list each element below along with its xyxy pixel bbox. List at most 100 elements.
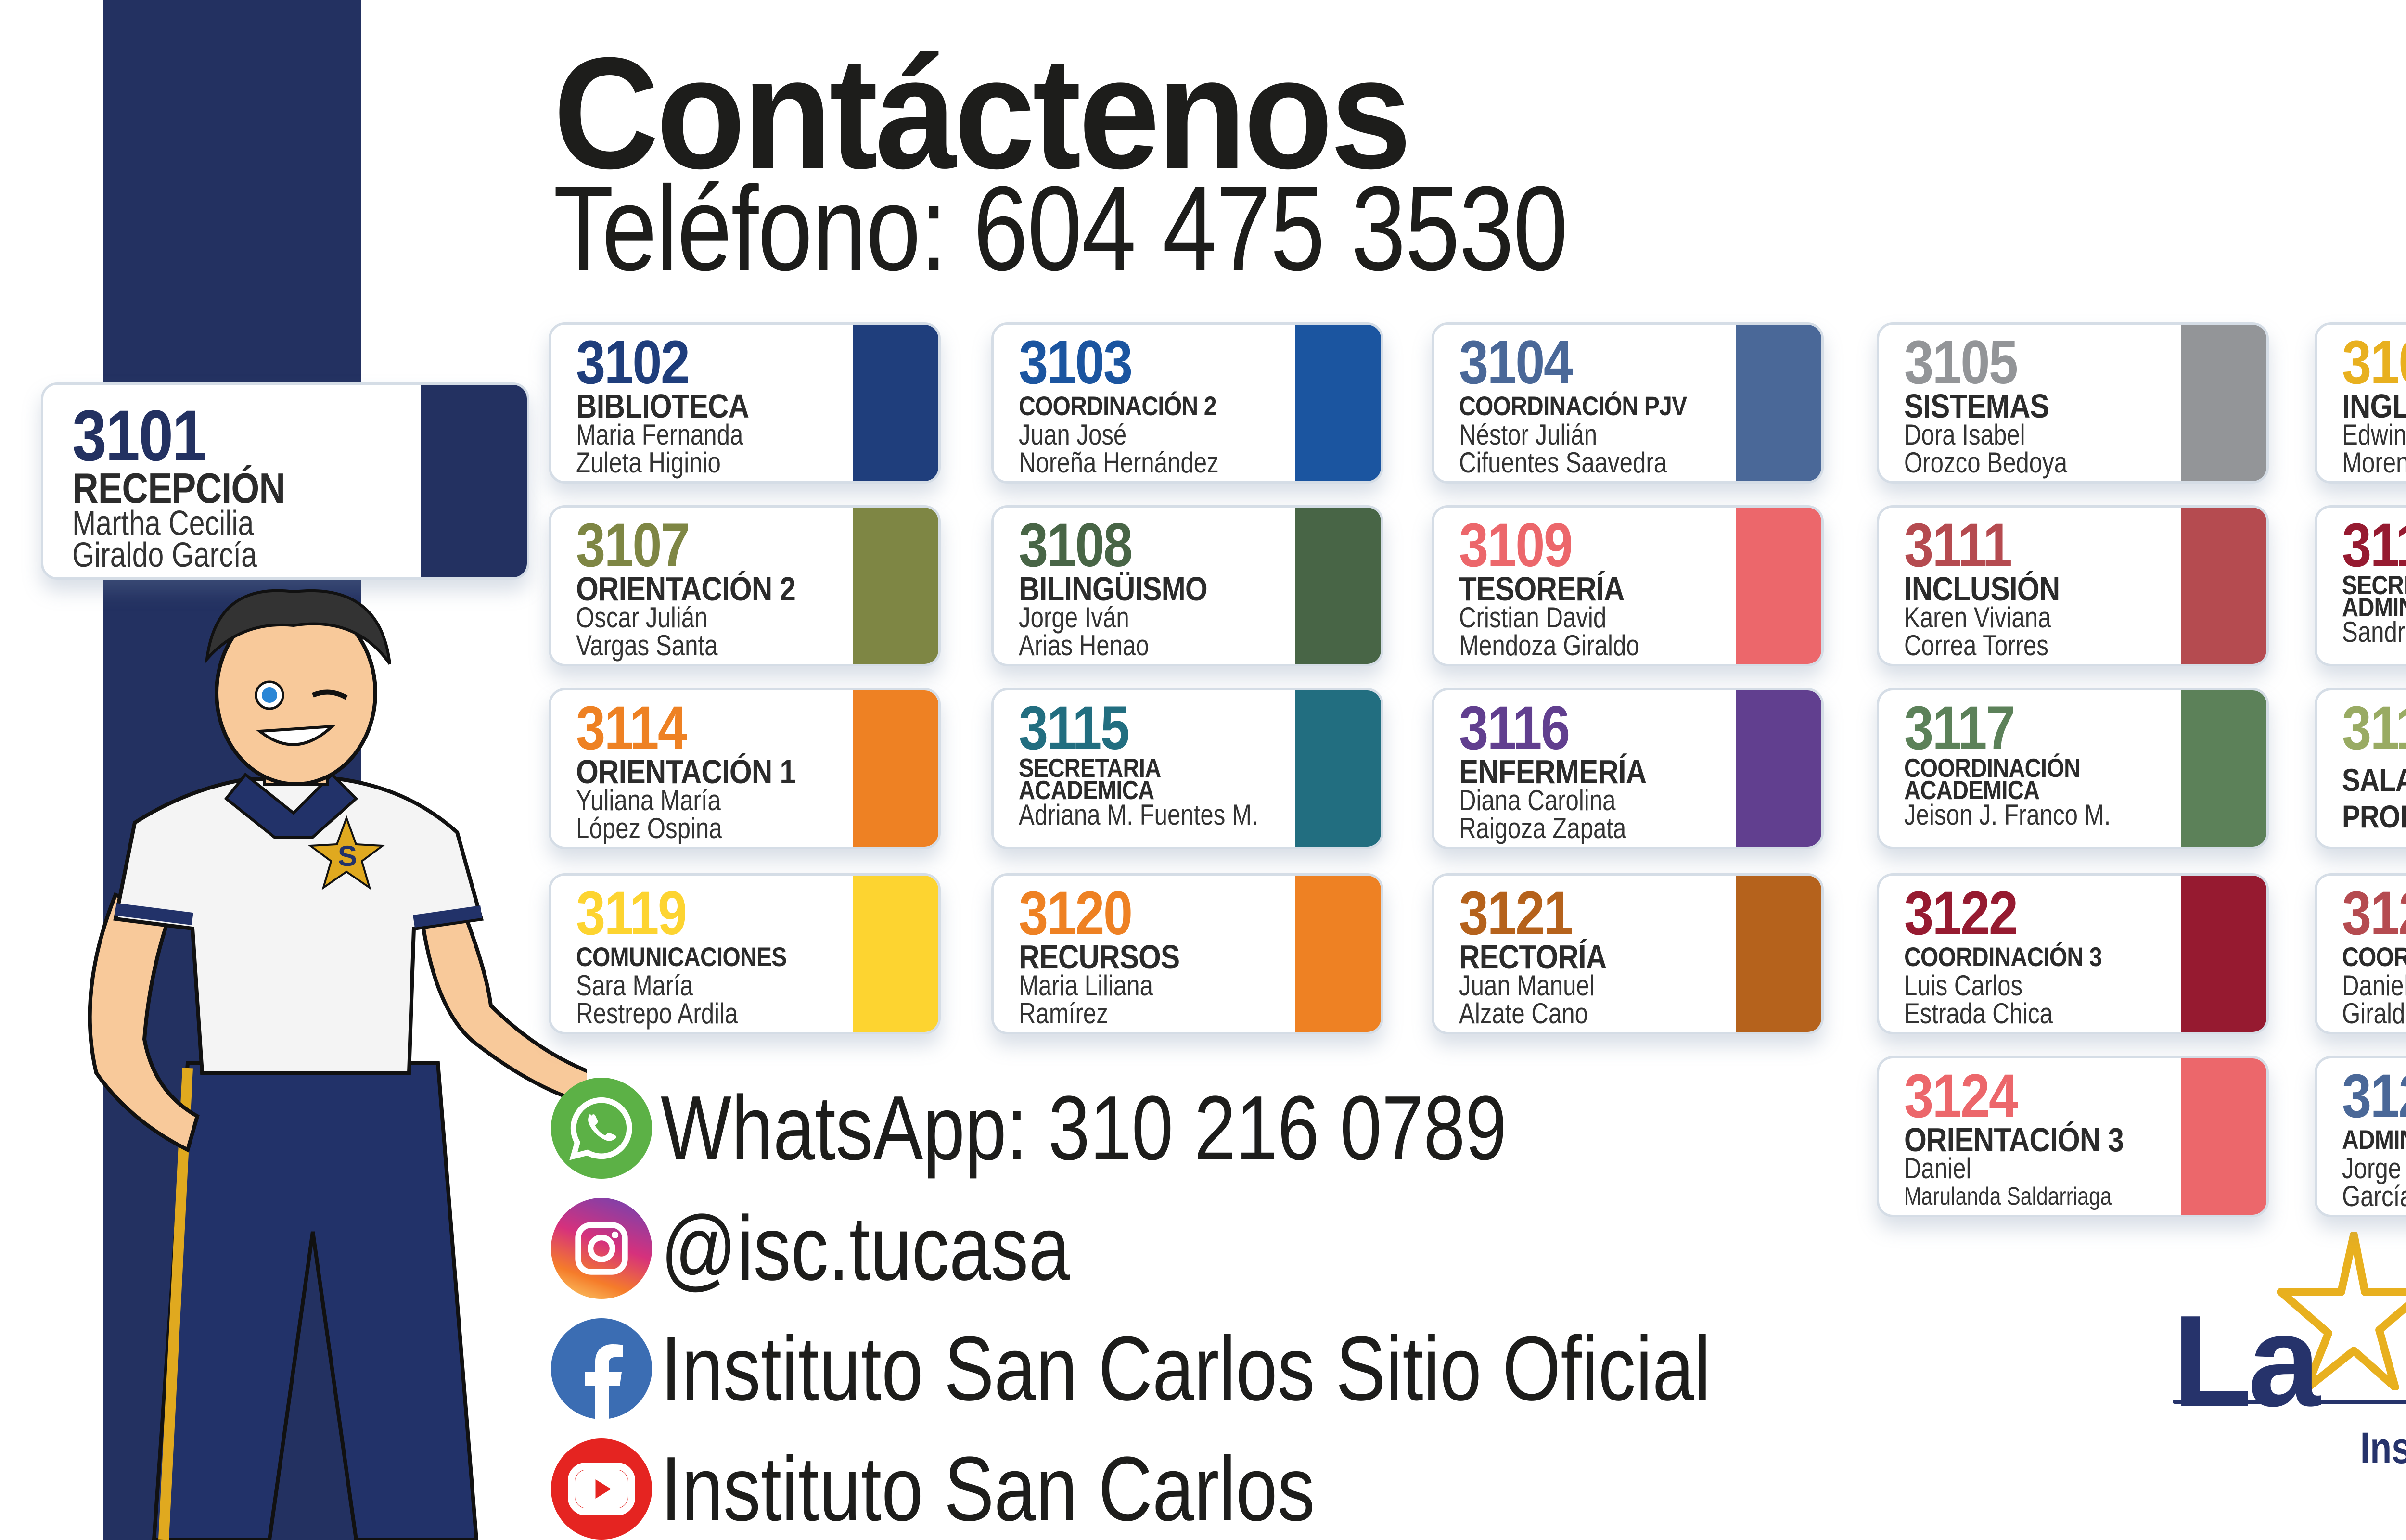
extension-card-3112: 3112SECRETARIAADMINISTRATIVASandra Milen… (2315, 505, 2406, 666)
contact-name: Jorge Iván (1019, 601, 1129, 634)
extension-number: 3111 (1904, 511, 2012, 580)
department-name: ORIENTACIÓN 2 (576, 570, 796, 608)
contact-surname: Alzate Cano (1459, 997, 1588, 1030)
card-text: 3124 ORIENTACIÓN 3 Daniel Marulanda Saldarr… (1904, 1062, 2170, 1211)
social-instagram[interactable]: @isc.tucasa (551, 1198, 1160, 1299)
color-bar (1295, 508, 1381, 664)
contact-surname: Mendoza Giraldo (1459, 629, 1639, 662)
card-text: 3120 RECURSOS Maria Liliana Ramírez (1019, 883, 1285, 1028)
color-bar (1736, 325, 1821, 481)
color-bar (1295, 325, 1381, 481)
contact-surname: Giraldo Usma (2342, 997, 2406, 1030)
extension-number: 3124 (1904, 1062, 2018, 1131)
social-facebook[interactable]: Instituto San Carlos Sitio Oficial (551, 1318, 1941, 1419)
extension-number: 3104 (1459, 328, 1573, 397)
social-whatsapp[interactable]: WhatsApp: 310 216 0789 (551, 1078, 1692, 1179)
facebook-label: Instituto San Carlos Sitio Oficial (661, 1318, 1711, 1420)
brand-la: La (2173, 1289, 2320, 1434)
extension-card-3122: 3122 COORDINACIÓN 3 Luis Carlos Estrada Chi… (1877, 873, 2269, 1034)
la-salle-logo: La Salle Instituto San Carlos Medellín (2165, 1232, 2406, 1530)
department-name-line2: ADMINISTRATIVA (2342, 592, 2406, 622)
color-bar (1736, 876, 1821, 1032)
contact-surname: Moreno Londoño (2342, 446, 2406, 479)
department-name: ENFERMERÍA (1459, 753, 1647, 790)
extension-number: 3125 (2342, 1062, 2406, 1131)
extension-card-3111: 3111 INCLUSIÓN Karen Viviana Correa Torres (1877, 505, 2269, 666)
contact-name: Daniel (1904, 1152, 1971, 1184)
card-text: 3119 COMUNICACIONES Sara María Restrepo Ard… (576, 883, 842, 1028)
color-bar (2181, 325, 2266, 481)
page-title: Contáctenos (553, 24, 1411, 202)
department-name-line2: PROFESORES (2342, 799, 2406, 834)
card-text: 3117 COORDINACIÓN ACADEMICA Jeison J. Franc… (1904, 694, 2170, 831)
department-name: RECURSOS (1019, 938, 1180, 976)
contact-name: Cristian David (1459, 601, 1607, 634)
whatsapp-icon (551, 1078, 652, 1179)
department-name: TESORERÍA (1459, 570, 1625, 608)
contact-name: Sandra Milena H. (2342, 616, 2406, 648)
institution-name: Instituto San Carlos (2360, 1424, 2406, 1473)
department-name: SALA DE (2342, 762, 2406, 798)
contact-name: Karen Viviana (1904, 601, 2051, 634)
extension-number: 3117 (1904, 694, 2015, 763)
extension-number: 3115 (1019, 694, 1130, 763)
extension-card-3102: 3102 BIBLIOTECA Maria Fernanda Zuleta Higin… (549, 322, 941, 484)
extension-card-3119: 3119 COMUNICACIONES Sara María Restrepo Ard… (549, 873, 941, 1034)
department-name: COORDINACIÓN PJV (1459, 391, 1687, 421)
card-text: 3115 SECRETARIA ACADEMICA Adriana M. Fuente… (1019, 694, 1285, 829)
card-text: 3105 SISTEMAS Dora Isabel Orozco Bedoya (1904, 332, 2170, 479)
card-text: 3104 COORDINACIÓN PJV Néstor Julián Cifuent… (1459, 328, 1725, 479)
extension-card-3115: 3115 SECRETARIA ACADEMICA Adriana M. Fuente… (991, 688, 1383, 849)
color-bar (853, 876, 938, 1032)
color-bar (2181, 508, 2266, 664)
extension-number: 3116 (1459, 694, 1570, 763)
contact-surname: Vargas Santa (576, 629, 718, 662)
contact-name: Maria Fernanda (576, 419, 743, 451)
extension-number: 3107 (576, 511, 690, 580)
card-text: 3112SECRETARIAADMINISTRATIVASandra Milen… (2342, 515, 2406, 648)
contact-name: Maria Liliana (1019, 969, 1153, 1002)
department-name: COORDINACIÓN 2 (1019, 391, 1217, 421)
department-name: BILINGÜISMO (1019, 570, 1208, 608)
contact-surname: Marulanda Saldarriaga (1904, 1183, 2112, 1210)
contact-name: Juan José (1019, 419, 1127, 451)
contact-name: Jeison J. Franco M. (1904, 799, 2111, 831)
extension-card-3116: 3116 ENFERMERÍA Diana Carolina Raigoza Zapa… (1432, 688, 1824, 849)
extension-card-3107: 3107 ORIENTACIÓN 2 Oscar Julián Vargas Sant… (549, 505, 941, 666)
contact-surname: Cifuentes Saavedra (1459, 446, 1667, 479)
extension-number: 3121 (1459, 879, 1573, 948)
department-name: SISTEMAS (1904, 387, 2049, 425)
color-bar (1736, 690, 1821, 847)
card-text: 3107 ORIENTACIÓN 2 Oscar Julián Vargas Sant… (576, 511, 842, 662)
extension-card-3118: 3118SALA DEPROFESORES (2315, 688, 2406, 849)
extension-card-3101: 3101 RECEPCIÓN Martha Cecilia Giraldo Ga… (41, 382, 529, 580)
extension-card-3125: 3125ADMINISTRACIÓNJorge IvánGarcía Garcí… (2315, 1056, 2406, 1217)
extension-number: 3118 (2342, 694, 2406, 763)
extension-number: 3101 (72, 395, 206, 476)
contact-surname: Arias Henao (1019, 629, 1149, 662)
card-text: 3106INGLÉS EAFITEdwinMoreno Londoño (2342, 332, 2406, 479)
extension-card-3104: 3104 COORDINACIÓN PJV Néstor Julián Cifuent… (1432, 322, 1824, 484)
extension-card-3109: 3109 TESORERÍA Cristian David Mendoza Giral… (1432, 505, 1824, 666)
contact-name: Yuliana María (576, 784, 721, 816)
extension-number: 3122 (1904, 879, 2018, 948)
card-text: 3123COORDINACIÓN 1DanielaGiraldo Usma (2342, 879, 2406, 1030)
contact-surname: Giraldo García (72, 536, 257, 574)
department-name: RECEPCIÓN (72, 464, 285, 512)
social-youtube[interactable]: Instituto San Carlos (551, 1438, 1459, 1540)
contact-surname: García García (2342, 1180, 2406, 1212)
divider-line (2315, 1400, 2406, 1404)
contact-name: Juan Manuel (1459, 969, 1595, 1002)
svg-text:S: S (338, 840, 357, 872)
color-bar (1295, 876, 1381, 1032)
extension-number: 3109 (1459, 511, 1573, 580)
star-icon (2277, 1232, 2406, 1390)
color-bar (421, 385, 527, 577)
contact-name: Dora Isabel (1904, 419, 2025, 451)
department-name: COORDINACIÓN 1 (2342, 942, 2406, 972)
department-name: ADMINISTRACIÓN (2342, 1124, 2406, 1155)
card-text: 3109 TESORERÍA Cristian David Mendoza Giral… (1459, 511, 1725, 662)
contact-surname: Orozco Bedoya (1904, 446, 2068, 479)
extension-number: 3123 (2342, 879, 2406, 948)
facebook-icon (551, 1318, 652, 1419)
